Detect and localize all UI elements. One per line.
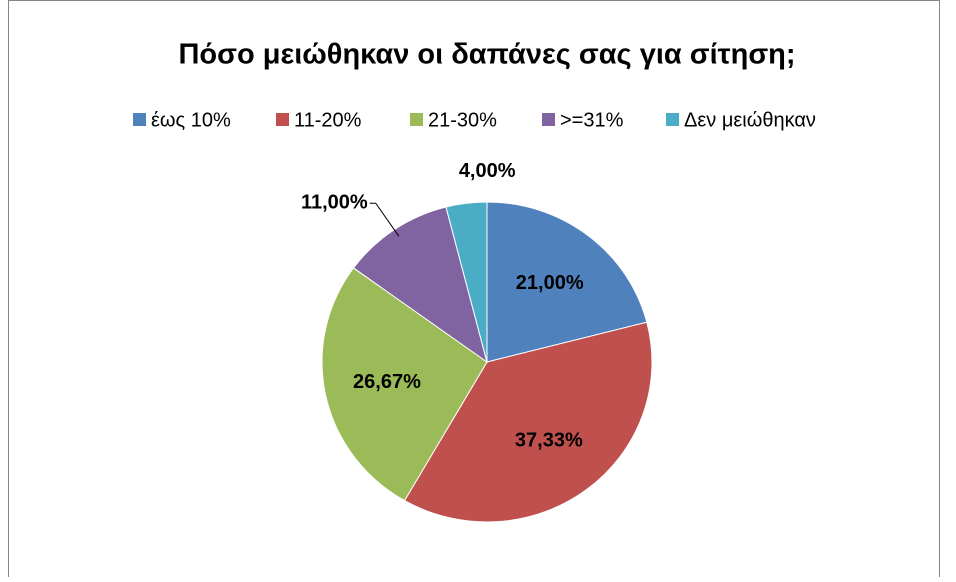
legend-swatch bbox=[133, 113, 146, 126]
legend-label: Δεν μειώθηκαν bbox=[684, 109, 816, 131]
legend-swatch bbox=[410, 113, 423, 126]
legend-label: >=31% bbox=[560, 109, 624, 131]
pie-slice bbox=[321, 267, 488, 502]
legend-label: 11-20% bbox=[294, 109, 362, 131]
data-label: 26,67% bbox=[353, 371, 421, 393]
pie-slice bbox=[445, 201, 488, 363]
chart-title: Πόσο μειώθηκαν οι δαπάνες σας για σίτηση… bbox=[178, 39, 795, 71]
data-label: 11,00% bbox=[301, 191, 368, 213]
leader-line bbox=[369, 202, 400, 237]
legend-swatch bbox=[666, 113, 679, 126]
legend-label: 21-30% bbox=[428, 109, 497, 131]
pie-slice bbox=[486, 201, 648, 363]
legend-label: έως 10% bbox=[151, 109, 231, 131]
data-label: 37,33% bbox=[515, 429, 583, 451]
data-label: 21,00% bbox=[516, 272, 584, 294]
data-label: 4,00% bbox=[459, 160, 516, 182]
pie-slice bbox=[403, 321, 653, 523]
legend-swatch bbox=[276, 113, 289, 126]
legend-swatch bbox=[542, 113, 555, 126]
